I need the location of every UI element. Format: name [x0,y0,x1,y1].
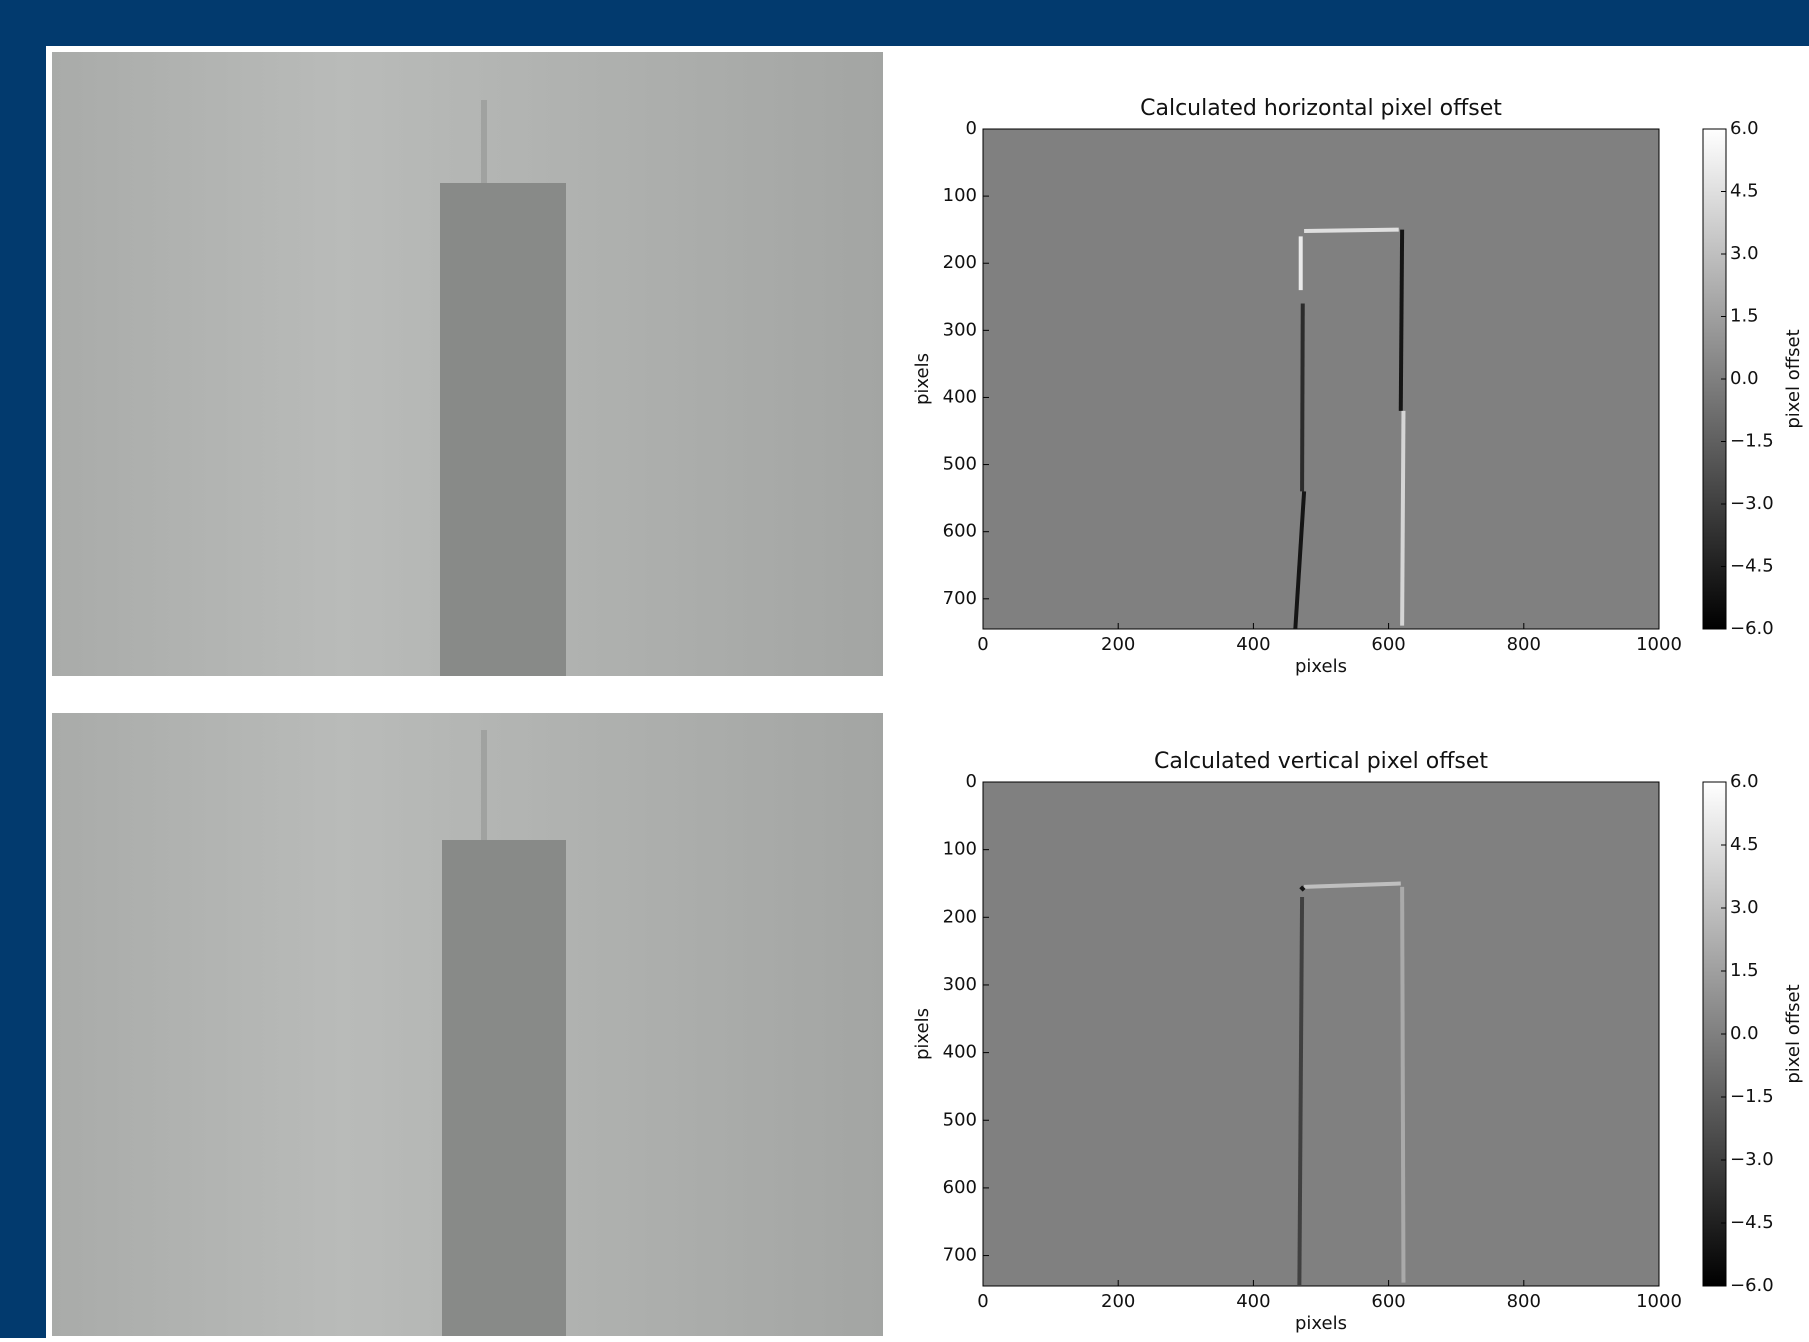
colorbar-tick-label: 4.5 [1730,834,1759,855]
offset-edge [1302,303,1303,491]
chart-title: Calculated horizontal pixel offset [1140,96,1502,121]
x-tick-label: 1000 [1636,634,1682,655]
colorbar-tick-label: −3.0 [1730,493,1774,514]
y-tick-label: 300 [943,319,977,340]
y-tick-label: 200 [943,906,977,927]
colorbar-tick-label: 6.0 [1730,771,1759,792]
figure: Calculated horizontal pixel offset 0 200 40… [0,0,1809,1338]
colorbar-tick-label: 3.0 [1730,243,1759,264]
y-tick-label: 700 [943,588,977,609]
offset-edge [1299,897,1302,1286]
y-tick-label: 600 [943,521,977,542]
chart-title: Calculated vertical pixel offset [1154,749,1488,774]
y-tick-label: 700 [943,1245,977,1266]
x-tick-label: 400 [1236,1291,1270,1312]
x-axis-label: pixels [1295,1313,1347,1334]
photo [52,52,883,676]
y-tick-label: 100 [943,185,977,206]
x-tick-label: 600 [1371,1291,1405,1312]
colorbar-tick-label: −1.5 [1730,1086,1774,1107]
y-tick-label: 500 [943,1109,977,1130]
y-axis-label: pixels [912,353,933,405]
x-tick-label: 400 [1236,634,1270,655]
x-tick-label: 800 [1507,634,1541,655]
colorbar-tick-label: −6.0 [1730,1275,1774,1296]
colorbar-tick-label: 3.0 [1730,897,1759,918]
x-tick-label: 0 [977,1291,988,1312]
offset-edge [1301,887,1304,890]
colorbar-tick-label: 1.5 [1730,306,1759,327]
photo [52,713,883,1336]
y-tick-label: 0 [966,118,977,139]
colorbar-tick-label: 4.5 [1730,181,1759,202]
x-tick-label: 0 [977,634,988,655]
y-tick-label: 600 [943,1177,977,1198]
colorbar-tick-label: 1.5 [1730,960,1759,981]
x-tick-label: 600 [1371,634,1405,655]
y-tick-label: 100 [943,839,977,860]
offset-edge [1401,230,1402,411]
heatmap-field [983,129,1659,629]
y-tick-label: 200 [943,252,977,273]
colorbar-tick-label: −4.5 [1730,556,1774,577]
colorbar-tick-label: 6.0 [1730,118,1759,139]
x-tick-label: 200 [1101,634,1135,655]
x-axis-label: pixels [1295,656,1347,677]
colorbar-tick-label: −3.0 [1730,1149,1774,1170]
offset-edge [1304,230,1399,231]
offset-edge [1402,411,1403,626]
x-tick-label: 1000 [1636,1291,1682,1312]
y-tick-label: 500 [943,454,977,475]
page: Calculated horizontal pixel offset 0 200 40… [0,0,1809,1338]
colorbar-tick-label: −1.5 [1730,431,1774,452]
colorbar-tick-label: −4.5 [1730,1212,1774,1233]
y-tick-label: 0 [966,771,977,792]
y-tick-label: 400 [943,386,977,407]
y-tick-label: 300 [943,974,977,995]
heatmap-field [983,782,1659,1286]
offset-edge [1402,887,1403,1283]
colorbar-tick-label: 0.0 [1730,368,1759,389]
y-axis-label: pixels [912,1008,933,1060]
colorbar-tick-label: 0.0 [1730,1023,1759,1044]
y-tick-label: 400 [943,1042,977,1063]
x-tick-label: 800 [1507,1291,1541,1312]
colorbar-label: pixel offset [1783,984,1804,1083]
colorbar-label: pixel offset [1783,329,1804,428]
x-tick-label: 200 [1101,1291,1135,1312]
colorbar-tick-label: −6.0 [1730,618,1774,639]
